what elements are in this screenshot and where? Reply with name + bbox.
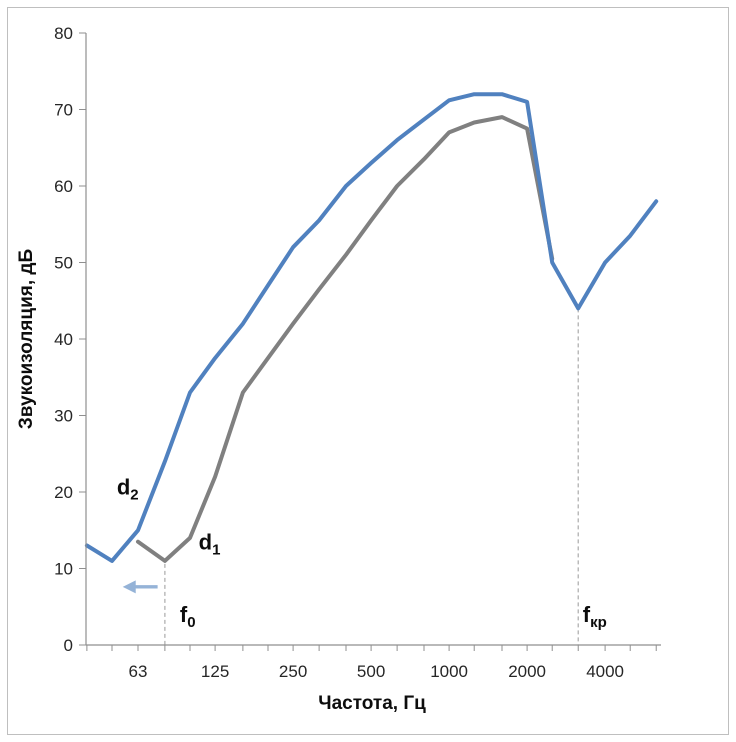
y-tick-label: 80: [54, 24, 73, 43]
y-axis-ticks: 0 10 20 30 40 50 60 70 80: [54, 24, 86, 655]
curve-label-d2-main: d: [117, 474, 130, 499]
x-tick-label: 125: [201, 662, 229, 681]
shift-arrow: [122, 580, 158, 594]
y-tick-label: 0: [64, 636, 73, 655]
marker-label-0-main: f: [180, 602, 188, 627]
x-tick-label: 4000: [586, 662, 624, 681]
y-tick-label: 20: [54, 483, 73, 502]
curve-label-d1: d1: [199, 529, 221, 558]
chart-border: [7, 7, 729, 735]
curve-label-d2: d2: [117, 474, 139, 503]
marker-label-кр-sub: кр: [590, 614, 607, 631]
curve-label-d1-main: d: [199, 529, 212, 554]
x-tick-label: 1000: [430, 662, 468, 681]
y-axis-title: Звукоизоляция, дБ: [16, 249, 37, 429]
x-tick-label: 250: [279, 662, 307, 681]
y-tick-label: 10: [54, 560, 73, 579]
left-arrow-head: [122, 580, 136, 594]
x-tick-label: 500: [357, 662, 385, 681]
x-axis-ticks: 63 125 250 500 1000 2000 4000: [86, 645, 657, 681]
y-tick-label: 40: [54, 330, 73, 349]
y-tick-label: 70: [54, 101, 73, 120]
curve-label-d2-sub: 2: [130, 486, 138, 503]
marker-label-0: f0: [180, 602, 196, 631]
marker-label-кр-main: f: [583, 602, 591, 627]
x-tick-label: 63: [129, 662, 148, 681]
marker-label-кр: fкр: [583, 602, 607, 631]
y-tick-label: 30: [54, 407, 73, 426]
curve-d2: [84, 92, 659, 563]
x-axis-title: Частота, Гц: [318, 693, 426, 714]
y-tick-label: 50: [54, 254, 73, 273]
series-lines: [84, 92, 659, 563]
curve-label-d1-sub: 1: [212, 541, 220, 558]
marker-label-0-sub: 0: [187, 614, 195, 631]
x-tick-label: 2000: [508, 662, 546, 681]
annotation-dashed-lines: [164, 308, 579, 645]
y-tick-label: 60: [54, 177, 73, 196]
curve-d1: [136, 115, 555, 563]
